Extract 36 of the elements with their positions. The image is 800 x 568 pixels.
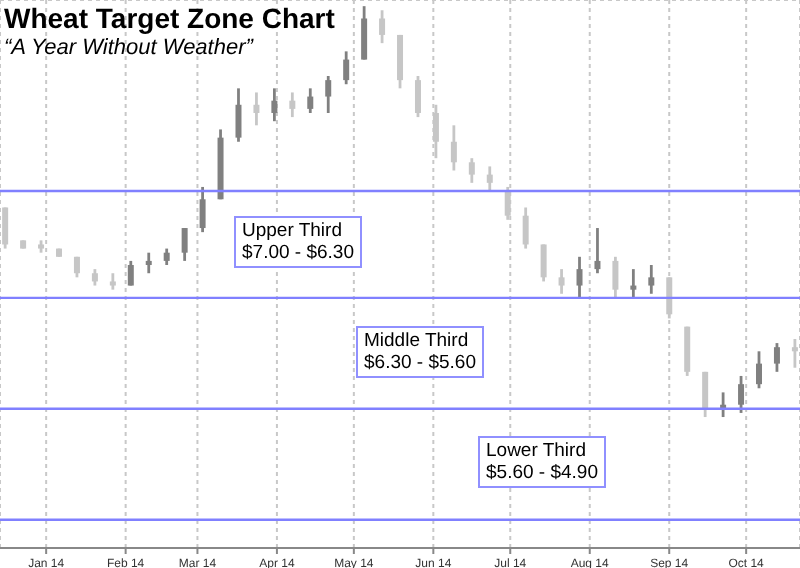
candlestick [199,185,206,234]
candlestick [630,267,637,300]
candlestick [343,49,350,86]
candlestick [361,4,368,61]
candlestick [289,91,296,119]
candlestick [235,86,242,144]
candlestick [738,374,745,415]
candlestick [307,86,314,115]
candlestick [271,86,278,123]
text: Lower Third $5.60 - $4.90 [478,436,606,489]
candlestick [594,226,601,275]
candlestick [522,206,529,250]
candlestick [684,325,691,378]
text: “A Year Without Weather” [4,36,253,60]
candlestick [325,74,332,115]
candlestick [379,8,386,45]
chart-title: Wheat Target Zone Chart [4,2,335,34]
candlestick [145,251,152,275]
candlestick [648,263,655,296]
candlestick [756,349,762,390]
candlestick [558,267,565,296]
candlestick [450,123,457,172]
candlestick [127,259,134,287]
candlestick [773,341,780,374]
candlestick [397,33,404,90]
candlestick [702,370,709,419]
candlestick [540,243,547,283]
candlestick [576,255,583,300]
candlestick [181,226,188,263]
candlestick [612,255,619,300]
candlestick [486,165,493,193]
candlestick [253,91,260,127]
annotation: Upper Third $7.00 - $6.30 [234,216,362,269]
annotation: Middle Third $6.30 - $5.60 [356,325,484,378]
candlestick [468,156,475,185]
candlestick [414,74,421,119]
